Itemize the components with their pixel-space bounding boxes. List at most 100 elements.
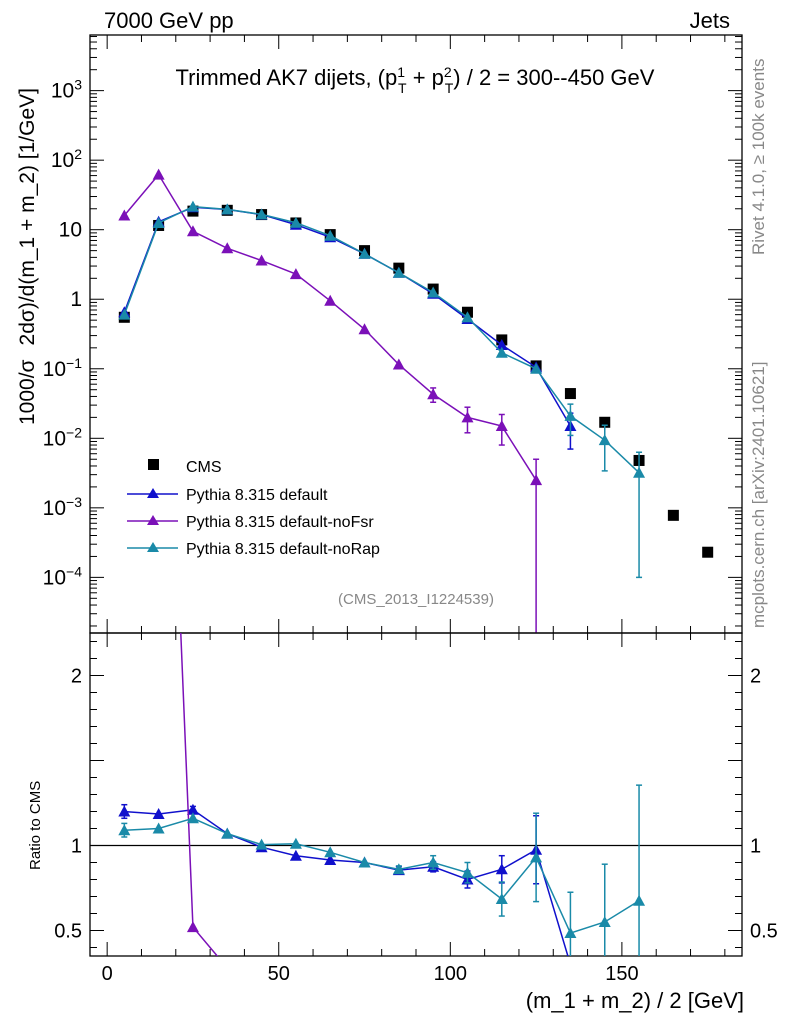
main-y-axis-label: 1000/σ2dσ)/d(m_1 + m_2) [1/GeV] <box>16 88 39 425</box>
header-left-label: 7000 GeV pp <box>104 8 234 33</box>
ratio-point-noRap <box>289 837 302 849</box>
ratio-y-axis-label: Ratio to CMS <box>27 781 44 870</box>
data-point-noFsr <box>118 209 131 221</box>
series-noRap <box>118 200 646 579</box>
series-cms <box>118 204 714 558</box>
data-point-noFsr <box>427 388 440 400</box>
data-point-noFsr <box>255 254 268 266</box>
data-point-noRap <box>152 216 165 228</box>
data-point-noFsr <box>152 168 165 180</box>
data-point-noFsr <box>289 268 302 280</box>
data-point-noRap <box>392 266 405 278</box>
ratio-line-noRap <box>124 817 640 934</box>
y-tick-label: 10−2 <box>43 424 83 450</box>
ratio-point-noRap <box>255 838 268 850</box>
ratio-point-noFsr <box>221 962 233 973</box>
data-point-noFsr <box>392 358 405 370</box>
ratio-point-default <box>289 849 302 861</box>
ratio-point-noRap <box>118 824 131 836</box>
data-point-noFsr <box>324 294 337 306</box>
analysis-watermark: (CMS_2013_I1224539) <box>338 591 494 608</box>
ratio-point-default <box>152 808 165 820</box>
data-point-cms <box>667 509 679 521</box>
series-default <box>118 201 577 450</box>
data-point-noRap <box>358 247 371 259</box>
series-line-noFsr <box>123 173 537 481</box>
ratio-y-tick-label: 1 <box>71 836 82 858</box>
ratio-point-noRap <box>598 916 611 927</box>
ratio-point-default <box>564 959 576 970</box>
legend-label-nofsr: Pythia 8.315 default-noFsr <box>186 514 374 531</box>
data-point-noRap <box>530 362 543 374</box>
series-line-default <box>123 206 572 427</box>
ratio-point-noRap <box>392 863 405 875</box>
ratio-point-noRap <box>358 856 371 868</box>
ratio-point-noRap <box>461 866 474 878</box>
ratio-point-noRap <box>495 893 508 905</box>
x-tick-label: 0 <box>102 963 113 985</box>
ratio-point-noRap <box>633 894 646 906</box>
ratio-series-noRap <box>118 784 646 956</box>
ratio-point-noRap <box>564 927 577 939</box>
ratio-y-tick-label: 2 <box>71 666 82 688</box>
series-noFsr <box>118 168 543 633</box>
legend-label-default: Pythia 8.315 default <box>186 487 328 504</box>
x-axis-label: (m_1 + m_2) / 2 [GeV] <box>526 988 744 1013</box>
data-point-noRap <box>598 434 611 446</box>
ratio-point-default <box>324 853 337 865</box>
legend: CMS Pythia 8.315 default Pythia 8.315 de… <box>127 459 380 558</box>
data-point-noRap <box>324 229 337 241</box>
data-point-noFsr <box>186 225 199 237</box>
x-tick-label: 100 <box>434 963 467 985</box>
ratio-plot-panel: 0.5 0.5 1 1 2 2 0 50 100 150 Ratio to CMS (m_1 + … <box>27 92 778 1013</box>
x-tick-label: 50 <box>268 963 290 985</box>
data-point-noRap <box>633 466 646 478</box>
y-tick-label: 10 <box>59 219 82 242</box>
data-point-noRap <box>118 308 131 320</box>
data-point-noRap <box>427 286 440 298</box>
data-point-cms <box>599 416 611 428</box>
ratio-plot-tick-labels: 0.5 0.5 1 1 2 2 0 50 100 150 <box>54 666 778 986</box>
main-plot-title: Trimmed AK7 dijets, (p1 T + p2 T) / 2 = 30… <box>176 64 655 96</box>
ratio-point-noFsr <box>153 92 165 103</box>
ratio-point-default <box>495 863 508 875</box>
y-tick-label: 10−1 <box>43 355 83 381</box>
legend-marker-cms <box>148 459 159 470</box>
ratio-point-noRap <box>221 827 234 839</box>
data-point-noRap <box>495 346 508 358</box>
main-plot-ticks <box>90 35 742 633</box>
legend-label-norap: Pythia 8.315 default-noRap <box>186 541 380 558</box>
ratio-point-noRap <box>427 856 440 868</box>
side-label-rivet: Rivet 4.1.0, ≥ 100k events <box>749 59 768 255</box>
legend-marker-norap <box>147 542 159 552</box>
y-tick-label: 10−4 <box>43 563 83 589</box>
data-point-noFsr <box>461 411 474 423</box>
legend-marker-default <box>147 488 159 498</box>
ratio-plot-ticks <box>90 633 742 956</box>
data-point-noRap <box>186 200 199 212</box>
ratio-point-noRap <box>186 812 199 824</box>
data-point-cms <box>564 388 576 400</box>
y-tick-label: 10−3 <box>43 494 83 520</box>
y-tick-label: 103 <box>51 77 82 103</box>
data-point-noFsr <box>495 420 508 432</box>
legend-label-cms: CMS <box>186 459 222 476</box>
y-tick-label: 1 <box>70 288 82 311</box>
data-point-default <box>495 338 508 350</box>
legend-marker-nofsr <box>147 515 159 525</box>
ratio-series-noFsr <box>153 92 233 973</box>
data-point-cms <box>702 546 714 558</box>
header-right-label: Jets <box>690 8 730 33</box>
ratio-line-default <box>124 809 569 956</box>
side-label-mcplots: mcplots.cern.ch [arXiv:2401.10621] <box>749 362 768 628</box>
data-point-noRap <box>221 203 234 215</box>
ratio-point-noRap <box>530 851 543 863</box>
x-tick-label: 150 <box>605 963 638 985</box>
ratio-y-tick-label: 0.5 <box>54 921 82 943</box>
data-point-noRap <box>289 216 302 228</box>
ratio-series-default <box>118 803 576 970</box>
ratio-point-default <box>118 805 131 817</box>
